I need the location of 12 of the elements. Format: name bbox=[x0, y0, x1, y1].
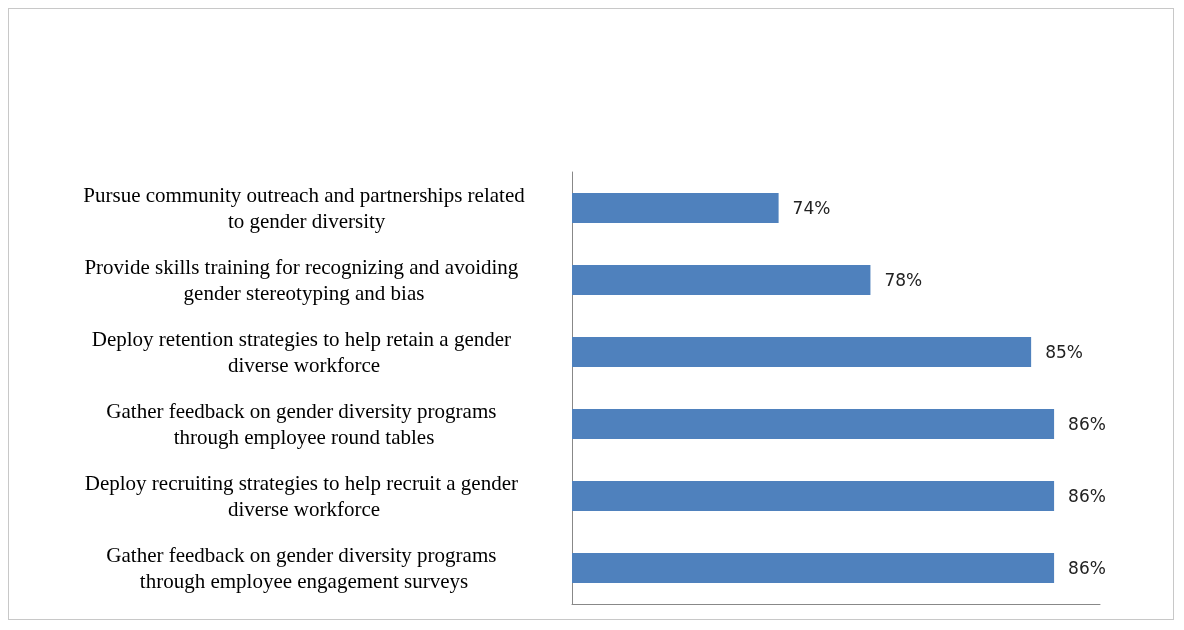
y-tick-label: Gather feedback on gender diversity programs through employee engagement surveys bbox=[106, 543, 502, 593]
data-label: 74% bbox=[792, 198, 831, 218]
y-tick-label: Provide skills training for recognizing and avoiding gender stereotyping and bias bbox=[84, 255, 524, 305]
y-tick-label: Pursue community outreach and partnerships related to gender diversity bbox=[83, 183, 526, 233]
y-tick-label: Deploy recruiting strategies to help recruit a gender diverse workforce bbox=[84, 471, 524, 521]
data-label: 78% bbox=[884, 270, 923, 290]
data-label: 86% bbox=[1068, 414, 1106, 434]
data-label: 85% bbox=[1045, 342, 1083, 362]
data-label: 86% bbox=[1068, 486, 1106, 506]
data-label: 86% bbox=[1068, 558, 1106, 578]
y-tick-label: Deploy retention strategies to help retain a gender diverse workforce bbox=[91, 327, 517, 377]
y-tick-label: Gather feedback on gender diversity programs through employee round tables bbox=[106, 399, 502, 449]
